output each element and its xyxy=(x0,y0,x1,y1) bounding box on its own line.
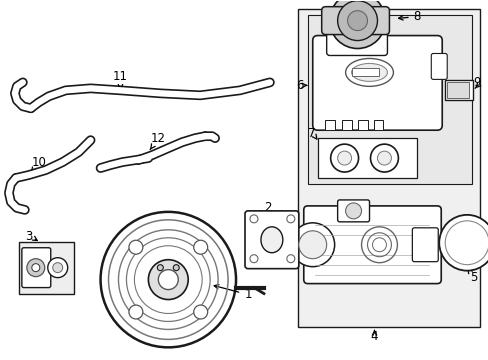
Text: 8: 8 xyxy=(398,10,420,23)
Circle shape xyxy=(53,263,62,273)
Circle shape xyxy=(129,240,142,254)
Circle shape xyxy=(193,240,207,254)
Circle shape xyxy=(129,305,142,319)
Circle shape xyxy=(27,259,45,276)
Circle shape xyxy=(370,144,398,172)
Circle shape xyxy=(32,264,40,272)
Ellipse shape xyxy=(345,58,393,86)
Bar xyxy=(307,15,471,184)
Bar xyxy=(19,242,74,293)
Circle shape xyxy=(249,215,258,223)
Text: 10: 10 xyxy=(31,156,46,172)
FancyBboxPatch shape xyxy=(411,228,437,262)
Text: 11: 11 xyxy=(113,70,128,89)
Circle shape xyxy=(298,231,326,259)
Text: 1: 1 xyxy=(214,285,251,301)
FancyBboxPatch shape xyxy=(430,54,447,80)
FancyBboxPatch shape xyxy=(244,211,298,269)
Circle shape xyxy=(337,1,377,41)
FancyBboxPatch shape xyxy=(321,7,388,35)
Text: 7: 7 xyxy=(307,127,315,140)
FancyBboxPatch shape xyxy=(22,248,51,288)
Bar xyxy=(373,120,383,130)
Circle shape xyxy=(290,223,334,267)
Circle shape xyxy=(377,151,390,165)
Circle shape xyxy=(101,212,236,347)
Text: 4: 4 xyxy=(370,330,378,343)
FancyBboxPatch shape xyxy=(326,20,386,55)
FancyBboxPatch shape xyxy=(312,36,441,130)
Bar xyxy=(297,9,479,328)
Bar xyxy=(357,120,367,130)
Circle shape xyxy=(249,255,258,263)
Circle shape xyxy=(173,265,179,271)
Text: 6: 6 xyxy=(295,79,303,92)
FancyBboxPatch shape xyxy=(447,82,468,98)
Circle shape xyxy=(337,151,351,165)
Text: 9: 9 xyxy=(472,76,480,89)
Circle shape xyxy=(444,221,488,265)
Circle shape xyxy=(286,255,294,263)
Circle shape xyxy=(345,203,361,219)
FancyBboxPatch shape xyxy=(337,200,369,222)
Circle shape xyxy=(329,0,385,49)
Bar xyxy=(351,68,379,76)
Circle shape xyxy=(330,144,358,172)
FancyBboxPatch shape xyxy=(444,80,472,100)
Circle shape xyxy=(48,258,67,278)
Circle shape xyxy=(193,305,207,319)
FancyBboxPatch shape xyxy=(303,206,440,284)
Bar xyxy=(324,120,334,130)
Text: 12: 12 xyxy=(150,132,165,150)
Circle shape xyxy=(347,11,367,31)
Ellipse shape xyxy=(261,227,282,253)
Bar xyxy=(317,138,416,178)
Text: 3: 3 xyxy=(25,230,33,243)
Text: 5: 5 xyxy=(467,268,477,284)
Ellipse shape xyxy=(351,63,386,81)
Circle shape xyxy=(157,265,163,271)
Circle shape xyxy=(438,215,488,271)
Circle shape xyxy=(286,215,294,223)
Bar xyxy=(341,120,351,130)
Circle shape xyxy=(158,270,178,289)
Circle shape xyxy=(148,260,188,300)
Text: 2: 2 xyxy=(264,201,271,217)
